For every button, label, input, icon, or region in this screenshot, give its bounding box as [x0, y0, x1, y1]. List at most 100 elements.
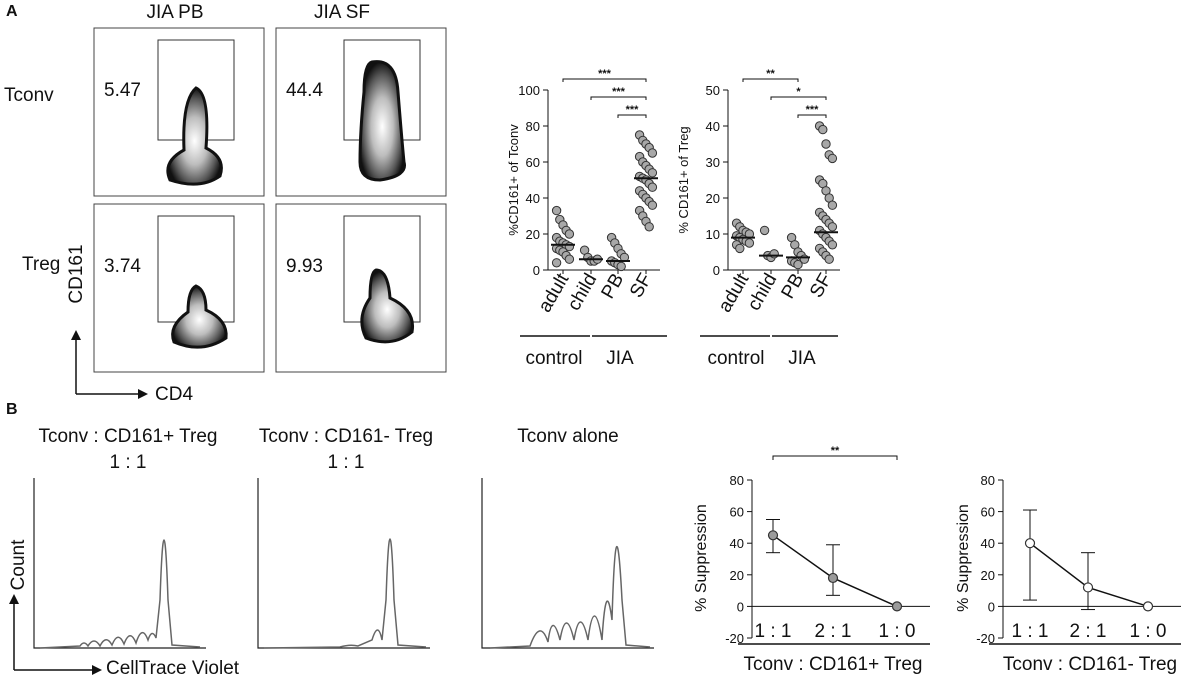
x-tick-label: child	[744, 270, 782, 314]
y-tick-label: 40	[526, 191, 540, 206]
data-point	[793, 259, 803, 270]
gate-value-treg-sf: 9.93	[286, 256, 323, 277]
significance-label: ***	[598, 68, 612, 80]
flow-plot-treg-sf: 9.93	[275, 203, 447, 373]
x-tick-label: 1 : 0	[1130, 621, 1167, 642]
group-label: JIA	[788, 348, 816, 369]
hist-axes-arrows	[9, 594, 102, 675]
x-axis-label: Tconv : CD161- Treg	[1003, 654, 1177, 675]
y-tick-label: 40	[706, 119, 720, 134]
data-point	[551, 258, 562, 268]
flow-row-label-tconv: Tconv	[4, 85, 54, 106]
flow-row-label-treg: Treg	[22, 254, 60, 275]
group-label: control	[707, 348, 764, 369]
y-tick-label: 20	[730, 568, 744, 583]
significance-bracket	[617, 114, 647, 118]
y-tick-label: 30	[706, 155, 720, 170]
data-point	[1082, 582, 1094, 593]
x-axis-label: Tconv : CD161+ Treg	[743, 654, 922, 675]
y-axis-label: % Suppression	[693, 504, 710, 612]
x-tick-label: adult	[535, 269, 574, 316]
gate-value-treg-pb: 3.74	[104, 256, 141, 277]
data-point	[564, 229, 575, 239]
scatter-chart-tconv: 0 20 40 60 80 100 %CD161+ of Tconv adultchildPB…	[506, 68, 667, 369]
data-point	[647, 168, 658, 178]
x-tick-label: 2 : 1	[1070, 621, 1107, 642]
y-tick-label: 0	[988, 599, 995, 614]
y-tick-label: -20	[976, 631, 995, 646]
flow-axes-arrows	[71, 330, 148, 399]
flow-y-axis-label: CD161	[66, 244, 87, 303]
x-tick-label: SF	[806, 270, 836, 302]
histogram-cd161pos	[33, 478, 206, 649]
y-axis-label: %CD161+ of Tconv	[506, 124, 521, 236]
y-tick-label: 20	[981, 568, 995, 583]
x-tick-label: 1 : 0	[879, 621, 916, 642]
y-tick-label: 60	[730, 505, 744, 520]
x-tick-label: adult	[715, 269, 754, 316]
y-axis-label: % Suppression	[955, 504, 972, 612]
significance-bracket	[770, 96, 827, 100]
y-tick-label: 60	[981, 505, 995, 520]
data-point	[647, 200, 658, 210]
data-point	[827, 153, 838, 164]
data-point	[744, 238, 755, 248]
significance-label: *	[796, 86, 801, 98]
data-point	[827, 222, 838, 232]
hist-ratio-2: 1 : 1	[328, 452, 365, 473]
data-point	[644, 222, 654, 232]
data-point	[769, 249, 779, 259]
y-tick-label: 80	[730, 473, 744, 488]
histogram-tconv-alone	[481, 478, 654, 649]
significance-label: **	[831, 445, 840, 457]
panel-label-b: B	[6, 401, 18, 418]
group-label: control	[525, 348, 582, 369]
significance-label: **	[766, 68, 775, 80]
data-point	[827, 240, 838, 250]
data-point	[827, 200, 838, 210]
y-tick-label: 10	[706, 227, 720, 242]
line-chart-cd161neg: -20 0 20 40 60 80 % Suppression 1 : 1 2 : 1 1 : 0…	[955, 473, 1181, 675]
y-tick-label: 20	[706, 191, 720, 206]
hist-y-axis-label: Count	[8, 539, 29, 590]
scatter-chart-treg: 0 10 20 30 40 50 % CD161+ of Treg adultchildPBS…	[676, 68, 840, 369]
hist-title-1: Tconv : CD161+ Treg	[38, 426, 217, 447]
x-tick-label: PB	[597, 270, 628, 302]
histogram-cd161neg	[257, 478, 430, 649]
y-tick-label: 80	[981, 473, 995, 488]
data-point	[824, 254, 834, 264]
y-tick-label: 20	[526, 227, 540, 242]
gate-value-tconv-sf: 44.4	[286, 80, 323, 101]
y-tick-label: 0	[713, 263, 720, 278]
significance-bracket	[742, 78, 799, 82]
data-point	[551, 205, 562, 216]
y-tick-label: 0	[737, 599, 744, 614]
data-point	[818, 124, 828, 135]
y-tick-label: 100	[518, 83, 540, 98]
flow-x-axis-label: CD4	[155, 384, 193, 405]
x-tick-label: 1 : 1	[1012, 621, 1049, 642]
y-tick-label: 60	[526, 155, 540, 170]
data-point	[616, 261, 626, 272]
hist-x-axis-label: CellTrace Violet	[106, 658, 240, 676]
hist-ratio-1: 1 : 1	[110, 452, 147, 473]
group-label: JIA	[606, 348, 634, 369]
data-point	[1142, 601, 1154, 612]
y-tick-label: 80	[526, 119, 540, 134]
data-point	[827, 572, 839, 584]
significance-bracket	[797, 114, 827, 118]
data-point	[767, 530, 779, 541]
data-point	[564, 254, 575, 264]
y-tick-label: 0	[533, 263, 540, 278]
hist-title-2: Tconv : CD161- Treg	[259, 426, 433, 447]
flow-col-header-sf: JIA SF	[314, 2, 370, 23]
data-point	[647, 182, 658, 192]
data-point	[821, 139, 831, 149]
significance-label: ***	[806, 104, 820, 116]
data-point	[1024, 538, 1036, 549]
significance-bracket	[590, 96, 647, 100]
y-tick-label: -20	[725, 631, 744, 646]
x-tick-label: 2 : 1	[815, 621, 852, 642]
significance-label: ***	[626, 104, 640, 116]
